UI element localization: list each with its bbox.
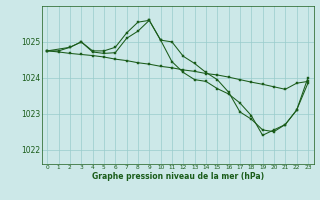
X-axis label: Graphe pression niveau de la mer (hPa): Graphe pression niveau de la mer (hPa)	[92, 172, 264, 181]
